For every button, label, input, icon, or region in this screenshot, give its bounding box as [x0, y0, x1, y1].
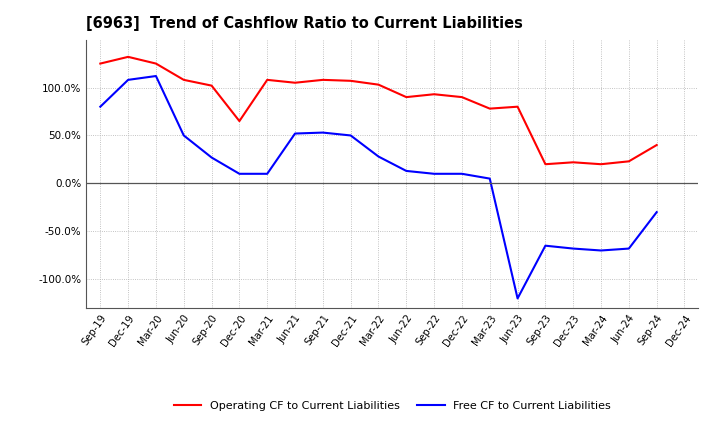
- Free CF to Current Liabilities: [402, 168, 410, 173]
- Free CF to Current Liabilities: [597, 248, 606, 253]
- Free CF to Current Liabilities: [96, 104, 104, 109]
- Free CF to Current Liabilities: [569, 246, 577, 251]
- Free CF to Current Liabilities: [207, 155, 216, 160]
- Operating CF to Current Liabilities: [374, 82, 383, 87]
- Free CF to Current Liabilities: [124, 77, 132, 82]
- Operating CF to Current Liabilities: [541, 161, 550, 167]
- Free CF to Current Liabilities: [152, 73, 161, 79]
- Operating CF to Current Liabilities: [235, 118, 243, 124]
- Free CF to Current Liabilities: [541, 243, 550, 248]
- Free CF to Current Liabilities: [458, 171, 467, 176]
- Free CF to Current Liabilities: [624, 246, 633, 251]
- Operating CF to Current Liabilities: [569, 160, 577, 165]
- Free CF to Current Liabilities: [513, 296, 522, 301]
- Text: [6963]  Trend of Cashflow Ratio to Current Liabilities: [6963] Trend of Cashflow Ratio to Curren…: [86, 16, 523, 32]
- Line: Free CF to Current Liabilities: Free CF to Current Liabilities: [100, 76, 657, 298]
- Operating CF to Current Liabilities: [485, 106, 494, 111]
- Free CF to Current Liabilities: [291, 131, 300, 136]
- Operating CF to Current Liabilities: [96, 61, 104, 66]
- Operating CF to Current Liabilities: [597, 161, 606, 167]
- Free CF to Current Liabilities: [235, 171, 243, 176]
- Free CF to Current Liabilities: [485, 176, 494, 181]
- Operating CF to Current Liabilities: [402, 95, 410, 100]
- Operating CF to Current Liabilities: [291, 80, 300, 85]
- Operating CF to Current Liabilities: [179, 77, 188, 82]
- Legend: Operating CF to Current Liabilities, Free CF to Current Liabilities: Operating CF to Current Liabilities, Fre…: [169, 396, 616, 415]
- Operating CF to Current Liabilities: [263, 77, 271, 82]
- Operating CF to Current Liabilities: [652, 143, 661, 148]
- Free CF to Current Liabilities: [652, 209, 661, 215]
- Operating CF to Current Liabilities: [152, 61, 161, 66]
- Line: Operating CF to Current Liabilities: Operating CF to Current Liabilities: [100, 57, 657, 164]
- Operating CF to Current Liabilities: [207, 83, 216, 88]
- Operating CF to Current Liabilities: [318, 77, 327, 82]
- Free CF to Current Liabilities: [318, 130, 327, 135]
- Operating CF to Current Liabilities: [346, 78, 355, 84]
- Operating CF to Current Liabilities: [624, 159, 633, 164]
- Free CF to Current Liabilities: [263, 171, 271, 176]
- Free CF to Current Liabilities: [179, 133, 188, 138]
- Free CF to Current Liabilities: [346, 133, 355, 138]
- Operating CF to Current Liabilities: [430, 92, 438, 97]
- Operating CF to Current Liabilities: [513, 104, 522, 109]
- Free CF to Current Liabilities: [430, 171, 438, 176]
- Operating CF to Current Liabilities: [124, 54, 132, 59]
- Free CF to Current Liabilities: [374, 154, 383, 159]
- Operating CF to Current Liabilities: [458, 95, 467, 100]
